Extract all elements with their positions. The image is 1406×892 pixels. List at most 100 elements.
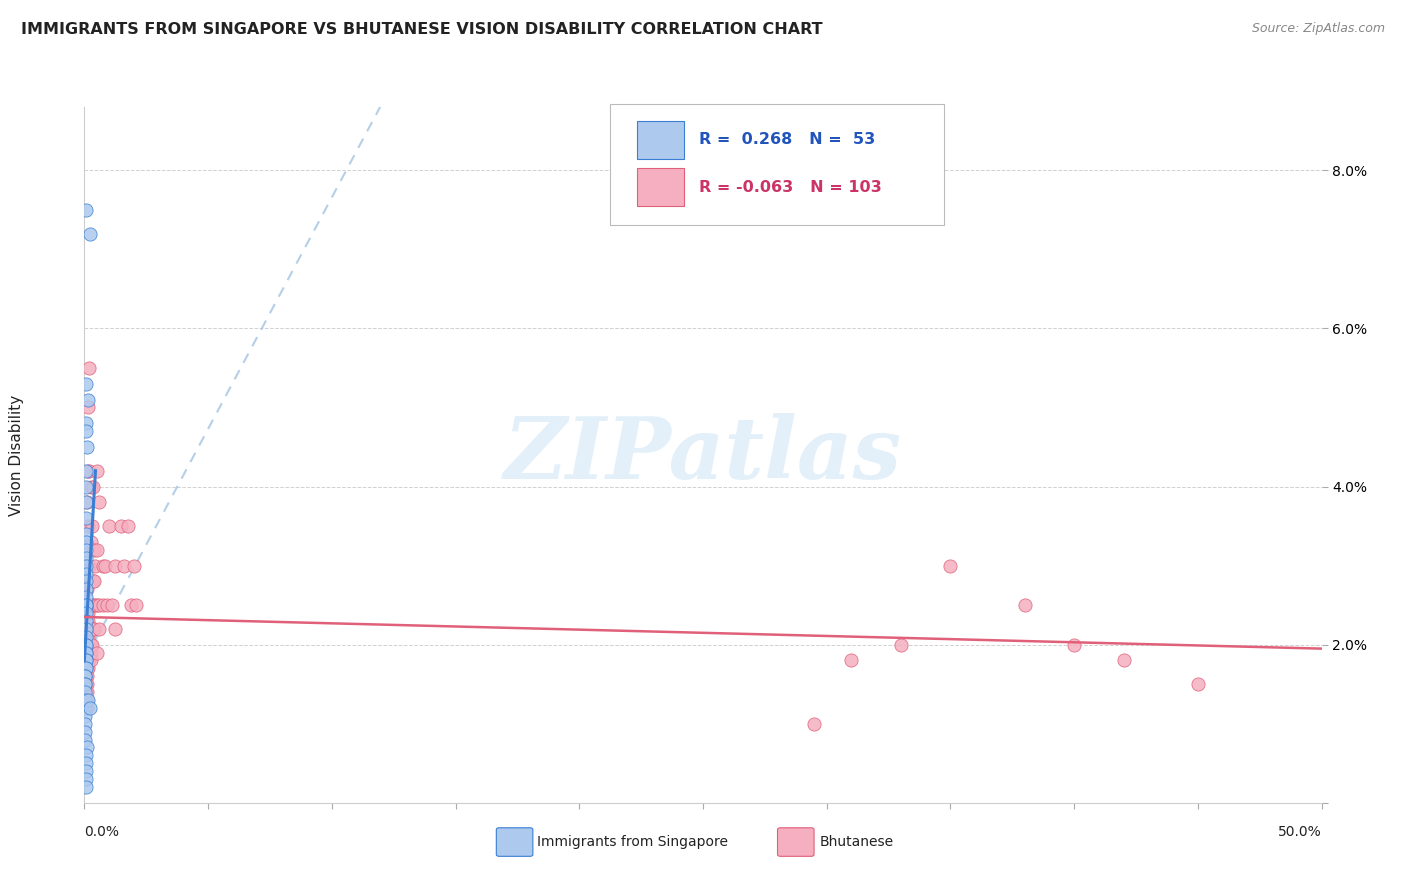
Point — [75, 591, 97, 605]
Point — [75, 661, 97, 675]
Point — [75, 716, 97, 731]
Point — [1014, 598, 1036, 612]
Point — [104, 622, 127, 636]
Point — [79, 558, 101, 573]
Point — [75, 764, 97, 779]
Point — [75, 669, 97, 683]
Point — [75, 630, 97, 644]
Point — [939, 558, 962, 573]
Point — [79, 638, 101, 652]
Bar — [637, 121, 685, 159]
Point — [1063, 638, 1085, 652]
Point — [77, 638, 100, 652]
Point — [77, 598, 100, 612]
Point — [803, 716, 825, 731]
Point — [841, 653, 863, 667]
Point — [76, 614, 98, 628]
Point — [89, 598, 111, 612]
Point — [75, 677, 97, 691]
Point — [75, 685, 97, 699]
Point — [77, 464, 100, 478]
Point — [76, 622, 98, 636]
Point — [79, 653, 101, 667]
Point — [84, 598, 107, 612]
Point — [76, 677, 98, 691]
Point — [82, 479, 104, 493]
Point — [79, 622, 101, 636]
Point — [79, 360, 101, 375]
Point — [75, 630, 97, 644]
Point — [75, 638, 97, 652]
Point — [77, 574, 100, 589]
Point — [75, 542, 97, 557]
Text: Vision Disability: Vision Disability — [8, 394, 24, 516]
Point — [75, 511, 97, 525]
Point — [76, 598, 98, 612]
Point — [120, 598, 142, 612]
Point — [76, 574, 98, 589]
Point — [86, 542, 108, 557]
Point — [75, 756, 97, 771]
Point — [77, 558, 100, 573]
Point — [117, 519, 139, 533]
Point — [75, 534, 97, 549]
Point — [75, 479, 97, 493]
Point — [890, 638, 912, 652]
Point — [77, 392, 100, 407]
Point — [75, 646, 97, 660]
Point — [79, 701, 101, 715]
Point — [75, 772, 97, 786]
Point — [75, 566, 97, 581]
Point — [80, 598, 103, 612]
Point — [75, 558, 97, 573]
Point — [80, 519, 103, 533]
Point — [77, 606, 100, 620]
Text: R = -0.063   N = 103: R = -0.063 N = 103 — [699, 179, 882, 194]
Point — [79, 622, 101, 636]
Point — [75, 677, 97, 691]
Text: Bhutanese: Bhutanese — [820, 835, 894, 849]
Point — [79, 638, 101, 652]
Bar — [637, 169, 685, 206]
Point — [75, 669, 97, 683]
Point — [75, 653, 97, 667]
Point — [76, 558, 98, 573]
Point — [1112, 653, 1135, 667]
Text: ZIPatlas: ZIPatlas — [503, 413, 903, 497]
Point — [75, 202, 97, 217]
Point — [75, 732, 97, 747]
Point — [77, 693, 100, 707]
Point — [76, 630, 98, 644]
Point — [86, 464, 108, 478]
Point — [76, 495, 98, 509]
Point — [75, 582, 97, 597]
Point — [89, 495, 111, 509]
Point — [75, 598, 97, 612]
Point — [98, 519, 121, 533]
Point — [83, 574, 105, 589]
Point — [75, 646, 97, 660]
Point — [76, 693, 98, 707]
Point — [79, 227, 101, 241]
Point — [80, 638, 103, 652]
Point — [79, 574, 101, 589]
Point — [75, 669, 97, 683]
Point — [77, 614, 100, 628]
Point — [79, 646, 101, 660]
Point — [75, 693, 97, 707]
Point — [91, 598, 114, 612]
Point — [79, 479, 101, 493]
Point — [79, 598, 101, 612]
Point — [75, 646, 97, 660]
Point — [82, 598, 104, 612]
Point — [75, 677, 97, 691]
Point — [75, 417, 97, 431]
Point — [122, 558, 145, 573]
Point — [110, 519, 132, 533]
Point — [75, 748, 97, 763]
Point — [75, 677, 97, 691]
Point — [75, 661, 97, 675]
Point — [75, 724, 97, 739]
Point — [75, 598, 97, 612]
Point — [83, 542, 105, 557]
